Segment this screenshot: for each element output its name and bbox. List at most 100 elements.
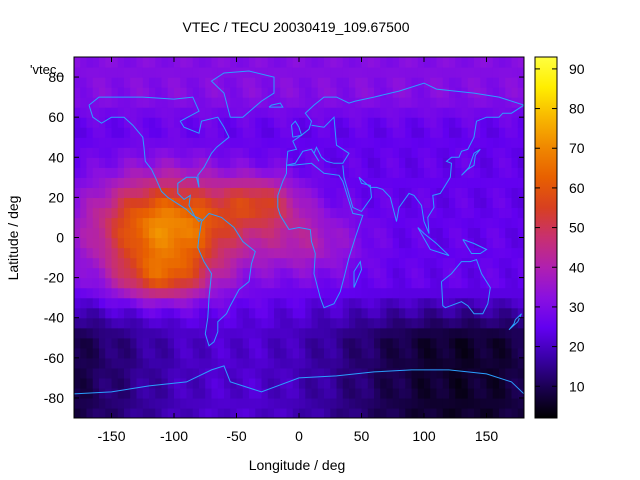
- heatmap-cell: [336, 227, 344, 239]
- heatmap-cell: [424, 407, 431, 418]
- heatmap-cell: [467, 317, 475, 329]
- heatmap-cell: [499, 77, 506, 88]
- heatmap-cell: [105, 127, 113, 138]
- heatmap-cell: [292, 387, 300, 399]
- heatmap-cell: [261, 407, 269, 418]
- heatmap-cell: [149, 257, 156, 269]
- heatmap-cell: [355, 217, 363, 229]
- heatmap-cell: [211, 177, 219, 188]
- heatmap-cell: [117, 247, 125, 259]
- heatmap-cell: [367, 147, 375, 158]
- heatmap-cell: [199, 407, 206, 418]
- heatmap-cell: [430, 397, 438, 409]
- heatmap-cell: [411, 197, 419, 209]
- heatmap-cell: [92, 117, 100, 128]
- heatmap-cell: [211, 67, 219, 78]
- heatmap-cell: [392, 327, 400, 339]
- heatmap-cell: [486, 137, 494, 148]
- heatmap-cell: [492, 67, 500, 78]
- heatmap-cell: [161, 217, 169, 229]
- heatmap-cell: [317, 117, 325, 128]
- heatmap-cell: [249, 127, 256, 138]
- heatmap-cell: [430, 247, 438, 259]
- heatmap-cell: [392, 407, 400, 418]
- heatmap-cell: [99, 247, 106, 259]
- heatmap-cell: [486, 187, 494, 198]
- heatmap-cell: [267, 387, 275, 399]
- heatmap-cell: [92, 327, 100, 339]
- heatmap-cell: [174, 327, 181, 339]
- heatmap-cell: [267, 237, 275, 249]
- heatmap-cell: [286, 257, 294, 269]
- heatmap-cell: [199, 297, 206, 309]
- heatmap-cell: [261, 57, 269, 68]
- heatmap-cell: [324, 327, 331, 339]
- heatmap-cell: [336, 257, 344, 269]
- heatmap-cell: [492, 197, 500, 209]
- heatmap-cell: [161, 377, 169, 389]
- heatmap-cell: [280, 227, 288, 239]
- heatmap-cell: [236, 257, 244, 269]
- heatmap-cell: [461, 367, 469, 379]
- heatmap-cell: [436, 277, 444, 289]
- heatmap-cell: [505, 287, 513, 299]
- heatmap-cell: [330, 107, 338, 118]
- heatmap-cell: [124, 147, 131, 158]
- heatmap-cell: [99, 107, 106, 118]
- heatmap-cell: [274, 207, 281, 219]
- heatmap-cell: [217, 357, 225, 369]
- heatmap-cell: [424, 227, 431, 239]
- heatmap-cell: [161, 227, 169, 239]
- heatmap-cell: [199, 337, 206, 349]
- heatmap-cell: [511, 237, 519, 249]
- heatmap-cell: [499, 347, 506, 359]
- heatmap-cell: [111, 177, 119, 188]
- heatmap-cell: [111, 367, 119, 379]
- heatmap-cell: [286, 107, 294, 118]
- heatmap-cell: [386, 97, 394, 108]
- heatmap-cell: [261, 307, 269, 319]
- heatmap-cell: [111, 147, 119, 158]
- heatmap-cell: [155, 367, 163, 379]
- heatmap-cell: [249, 237, 256, 249]
- heatmap-cell: [274, 157, 281, 168]
- coastline-path: [210, 70, 275, 118]
- heatmap-cell: [517, 397, 524, 409]
- heatmap-cell: [517, 347, 524, 359]
- heatmap-cell: [105, 337, 113, 349]
- heatmap-cell: [442, 187, 450, 198]
- heatmap-cell: [186, 257, 194, 269]
- heatmap-cell: [267, 297, 275, 309]
- heatmap-cell: [267, 207, 275, 219]
- heatmap-cell: [117, 377, 125, 389]
- heatmap-cell: [461, 227, 469, 239]
- heatmap-cell: [417, 387, 425, 399]
- heatmap-cell: [155, 117, 163, 128]
- heatmap-cell: [367, 77, 375, 88]
- heatmap-cell: [136, 297, 144, 309]
- heatmap-cell: [230, 167, 238, 178]
- heatmap-cell: [317, 277, 325, 289]
- heatmap-cell: [142, 57, 150, 68]
- heatmap-cell: [274, 187, 281, 198]
- heatmap-cell: [111, 217, 119, 229]
- heatmap-cell: [374, 117, 381, 128]
- heatmap-cell: [111, 347, 119, 359]
- heatmap-cell: [299, 237, 306, 249]
- heatmap-cell: [230, 367, 238, 379]
- heatmap-cell: [236, 367, 244, 379]
- heatmap-cell: [130, 247, 138, 259]
- heatmap-cell: [192, 227, 200, 239]
- heatmap-cell: [236, 227, 244, 239]
- heatmap-cell: [199, 397, 206, 409]
- heatmap-cell: [474, 267, 481, 279]
- heatmap-cell: [155, 207, 163, 219]
- heatmap-cell: [80, 237, 88, 249]
- heatmap-cell: [436, 187, 444, 198]
- heatmap-cell: [411, 227, 419, 239]
- heatmap-cell: [505, 97, 513, 108]
- heatmap-cell: [449, 127, 456, 138]
- heatmap-cell: [492, 87, 500, 98]
- heatmap-cell: [449, 397, 456, 409]
- heatmap-cell: [199, 137, 206, 148]
